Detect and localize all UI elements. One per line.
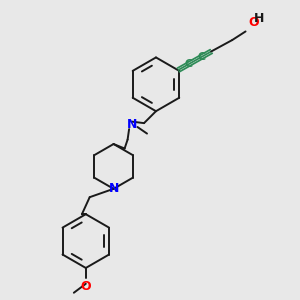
Text: O: O — [248, 16, 259, 29]
Text: C: C — [197, 52, 206, 62]
Text: N: N — [108, 182, 119, 195]
Text: O: O — [80, 280, 91, 293]
Text: H: H — [254, 12, 264, 25]
Text: N: N — [127, 118, 137, 131]
Text: C: C — [184, 59, 192, 69]
